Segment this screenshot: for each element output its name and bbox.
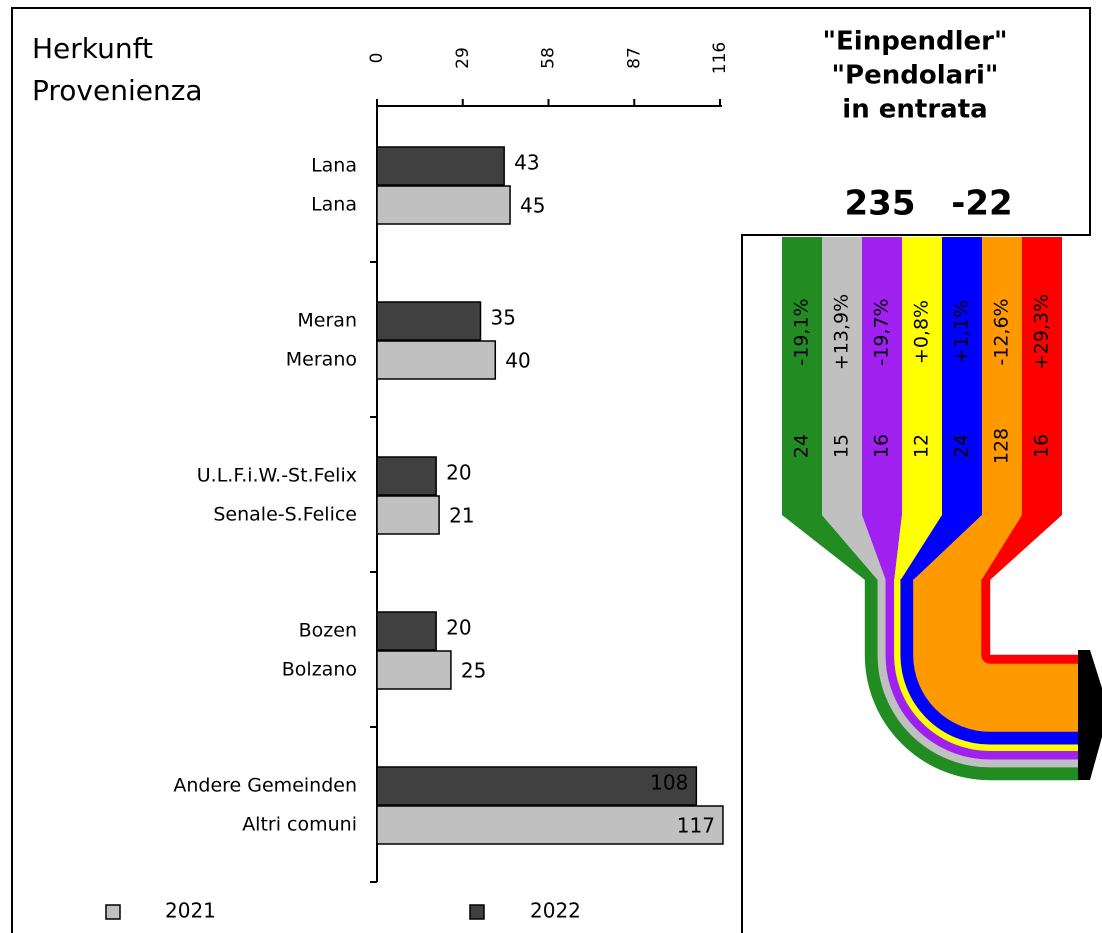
flow-stream — [877, 579, 1078, 768]
category-label: Bozen — [299, 620, 357, 642]
bar — [376, 456, 437, 496]
value-label: 16 — [1031, 434, 1053, 458]
x-tick-label: 116 — [710, 42, 730, 74]
flow-stream — [981, 579, 1078, 664]
legend-swatch — [105, 904, 121, 920]
flow-title: in entrata — [842, 95, 987, 125]
flow-stream — [913, 237, 1022, 580]
flow-change: -22 — [951, 184, 1012, 224]
category-label: Senale-S.Felice — [213, 504, 357, 526]
flow-stream — [900, 579, 1078, 745]
change-label: +29,3% — [1031, 294, 1053, 370]
value-label: 15 — [831, 434, 853, 458]
flow-arrow — [1078, 650, 1102, 780]
category-label: Merano — [286, 349, 357, 371]
category-label: Lana — [311, 155, 357, 177]
value-label: 24 — [791, 434, 813, 458]
category-label: Meran — [297, 310, 357, 332]
value-label: 24 — [951, 434, 973, 458]
value-label: 40 — [505, 349, 530, 373]
change-label: +0,8% — [911, 300, 933, 364]
flow-total: 235 — [845, 184, 916, 224]
bar — [376, 185, 511, 225]
change-label: -19,7% — [871, 298, 893, 365]
x-tick-label: 0 — [367, 53, 387, 64]
chart-title: Provenienza — [32, 74, 203, 107]
value-label: 35 — [490, 306, 515, 330]
bar — [376, 146, 505, 186]
legend-swatch — [469, 904, 485, 920]
change-label: -12,6% — [991, 298, 1013, 365]
flow-stream — [900, 237, 982, 580]
flow-stream — [894, 579, 1078, 751]
value-label: 128 — [991, 428, 1013, 464]
flow-stream — [913, 579, 1078, 732]
value-label: 43 — [514, 151, 539, 175]
change-label: +13,9% — [831, 294, 853, 370]
value-label: 21 — [449, 504, 474, 528]
change-label: +1,1% — [951, 300, 973, 364]
category-label: Andere Gemeinden — [173, 775, 357, 797]
bar — [376, 611, 437, 651]
bar — [376, 301, 482, 341]
flow-title: "Pendolari" — [832, 61, 999, 91]
value-label: 16 — [871, 434, 893, 458]
legend-label: 2021 — [165, 899, 216, 923]
legend-label: 2022 — [530, 899, 581, 923]
flow-stream — [864, 579, 1078, 781]
flow-stream — [885, 579, 1078, 760]
bar — [376, 340, 497, 380]
flow-stream — [782, 237, 878, 580]
frame — [11, 7, 1091, 933]
category-label: Bolzano — [282, 659, 357, 681]
category-label: Altri comuni — [242, 814, 357, 836]
value-label: 117 — [677, 814, 715, 838]
flow-stream — [822, 237, 886, 580]
x-tick-label: 58 — [539, 47, 559, 69]
bar — [376, 495, 440, 535]
category-label: Lana — [311, 194, 357, 216]
x-tick-label: 87 — [624, 47, 644, 69]
flow-stream — [894, 237, 942, 580]
bar — [376, 805, 724, 845]
value-label: 25 — [461, 659, 486, 683]
bar — [376, 766, 698, 806]
x-tick-label: 29 — [453, 47, 473, 69]
bar — [376, 650, 452, 690]
value-label: 108 — [650, 771, 688, 795]
value-label: 12 — [911, 434, 933, 458]
category-label: U.L.F.i.W.-St.Felix — [197, 465, 357, 487]
flow-title: "Einpendler" — [822, 27, 1007, 57]
change-label: -19,1% — [791, 298, 813, 365]
flow-stream — [862, 237, 902, 580]
value-label: 20 — [446, 461, 471, 485]
flow-stream — [981, 237, 1062, 580]
value-label: 20 — [446, 616, 471, 640]
chart-title: Herkunft — [32, 32, 153, 65]
value-label: 45 — [520, 194, 545, 218]
